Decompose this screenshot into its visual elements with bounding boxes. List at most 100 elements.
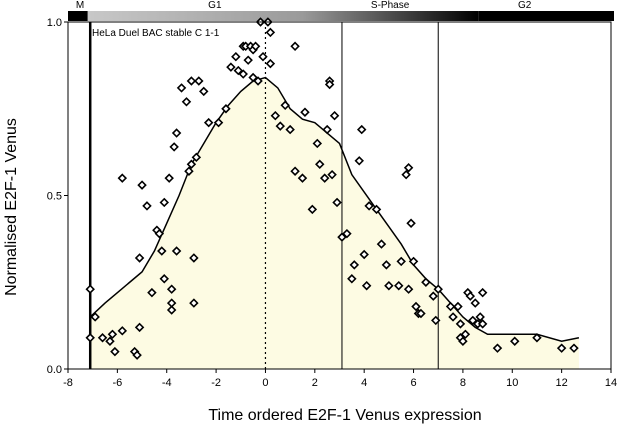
data-point bbox=[337, 232, 347, 242]
data-point bbox=[97, 333, 108, 343]
data-point bbox=[90, 312, 100, 322]
data-point bbox=[319, 173, 330, 183]
data-point bbox=[406, 218, 416, 228]
data-point bbox=[137, 180, 147, 190]
data-point bbox=[221, 104, 231, 114]
axes: -8 -6 -4 -2 0 2 4 6 8 10 12 14 0.0 0.5 1.0 bbox=[47, 17, 617, 389]
data-point bbox=[186, 159, 197, 170]
data-point bbox=[134, 322, 145, 333]
data-point bbox=[181, 97, 192, 107]
data-point bbox=[510, 336, 520, 346]
data-point bbox=[297, 173, 308, 183]
data-point bbox=[157, 246, 167, 256]
data-point bbox=[186, 76, 197, 86]
x-tick-label: -8 bbox=[63, 377, 73, 389]
phase-label-g2: G2 bbox=[518, 0, 532, 11]
data-point bbox=[248, 72, 258, 83]
data-point bbox=[147, 287, 157, 298]
data-point bbox=[169, 142, 179, 152]
data-point bbox=[285, 124, 295, 135]
data-point bbox=[275, 121, 285, 131]
data-point bbox=[117, 173, 128, 183]
data-point bbox=[132, 350, 142, 360]
x-tick-label: -4 bbox=[162, 377, 172, 389]
data-point bbox=[166, 305, 177, 315]
data-point bbox=[290, 166, 300, 176]
data-point bbox=[431, 315, 441, 326]
data-point bbox=[300, 107, 310, 117]
data-point bbox=[569, 343, 579, 353]
data-point bbox=[381, 260, 392, 270]
data-point bbox=[394, 280, 404, 291]
data-point bbox=[468, 315, 478, 326]
data-point bbox=[199, 86, 209, 97]
data-point bbox=[470, 298, 480, 308]
data-point bbox=[194, 76, 204, 86]
data-point bbox=[142, 201, 152, 211]
data-point bbox=[327, 169, 337, 180]
x-tick-label: 4 bbox=[361, 377, 367, 389]
data-point bbox=[477, 319, 488, 329]
data-point bbox=[312, 138, 323, 149]
data-point bbox=[556, 343, 567, 353]
data-point bbox=[445, 301, 456, 312]
data-point bbox=[460, 329, 471, 340]
data-point bbox=[421, 277, 431, 287]
data-point bbox=[428, 291, 439, 301]
data-point bbox=[110, 346, 120, 357]
x-axis-title: Time ordered E2F-1 Venus expression bbox=[208, 407, 481, 424]
phase-segment-g2 bbox=[478, 11, 614, 21]
data-point bbox=[433, 284, 443, 294]
data-point bbox=[475, 312, 485, 322]
data-point bbox=[85, 333, 95, 343]
data-point bbox=[134, 253, 145, 263]
data-point bbox=[371, 204, 382, 215]
data-point bbox=[361, 280, 372, 291]
x-tick-label: 6 bbox=[410, 377, 416, 389]
data-point bbox=[329, 110, 340, 121]
data-point bbox=[243, 55, 253, 65]
data-point bbox=[359, 249, 369, 260]
data-point bbox=[189, 298, 199, 308]
data-point bbox=[265, 58, 276, 69]
data-point bbox=[408, 256, 419, 267]
data-point bbox=[324, 79, 335, 90]
data-point bbox=[376, 239, 387, 249]
area-fill bbox=[90, 77, 579, 370]
data-point bbox=[159, 274, 169, 284]
data-point bbox=[166, 298, 177, 308]
data-point bbox=[166, 284, 177, 294]
data-point bbox=[403, 163, 414, 173]
data-point bbox=[250, 41, 261, 52]
data-point bbox=[532, 333, 542, 343]
data-point bbox=[189, 253, 199, 263]
data-point bbox=[307, 204, 318, 215]
data-point bbox=[265, 27, 276, 38]
data-point bbox=[403, 284, 414, 294]
data-point bbox=[453, 301, 463, 312]
data-point bbox=[349, 260, 360, 270]
data-point bbox=[154, 228, 165, 239]
x-tick-label: -6 bbox=[112, 377, 122, 389]
phase-label-s-phase: S-Phase bbox=[371, 0, 410, 11]
data-point bbox=[384, 280, 394, 291]
data-point bbox=[191, 152, 202, 163]
data-point bbox=[203, 117, 214, 128]
data-point bbox=[396, 256, 406, 267]
data-point bbox=[280, 100, 290, 111]
x-tick-label: 14 bbox=[605, 377, 617, 389]
data-point bbox=[347, 274, 357, 284]
x-tick-label: 2 bbox=[312, 377, 318, 389]
data-point bbox=[171, 128, 182, 138]
data-point bbox=[258, 51, 268, 62]
phase-segment-m bbox=[68, 11, 88, 21]
phase-segment-gradient bbox=[87, 11, 479, 21]
data-point bbox=[213, 117, 224, 128]
data-point bbox=[226, 62, 236, 72]
data-point bbox=[364, 201, 374, 211]
data-point bbox=[416, 308, 426, 319]
data-point bbox=[238, 69, 248, 79]
y-tick-label: 0.0 bbox=[47, 364, 62, 376]
phase-label-g1: G1 bbox=[208, 0, 222, 11]
